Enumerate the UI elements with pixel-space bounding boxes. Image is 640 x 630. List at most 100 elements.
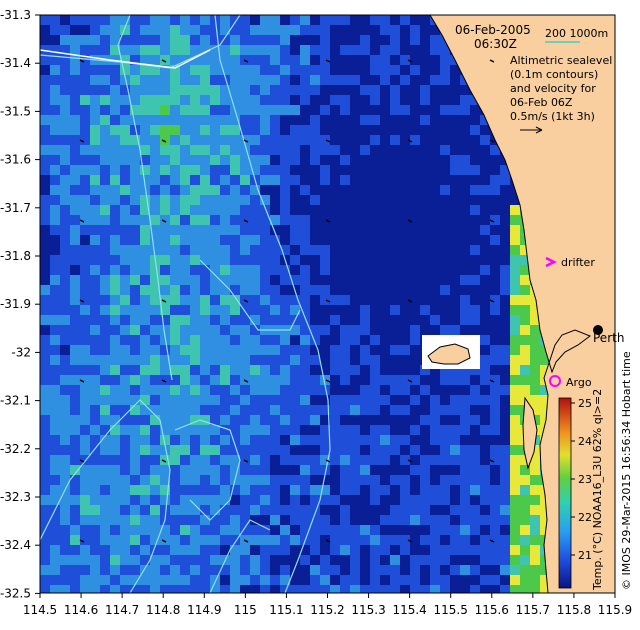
sst-cell [70, 175, 80, 185]
sst-cell [100, 495, 110, 505]
sst-cell [60, 475, 70, 485]
sst-cell [230, 35, 240, 45]
sst-cell [90, 145, 100, 155]
drifter-marker-icon [545, 256, 557, 268]
sst-cell [460, 305, 470, 315]
sst-cell [530, 455, 540, 465]
sst-cell [310, 505, 320, 515]
sst-cell [150, 195, 160, 205]
sst-cell [300, 185, 310, 195]
sst-cell [340, 105, 350, 115]
sst-cell [320, 585, 330, 593]
sst-cell [60, 555, 70, 565]
sst-cell [300, 135, 310, 145]
sst-cell [390, 445, 400, 455]
sst-cell [300, 125, 310, 135]
sst-cell [100, 365, 110, 375]
sst-cell [530, 585, 540, 593]
sst-cell [60, 545, 70, 555]
sst-cell [160, 375, 170, 385]
sst-cell [370, 115, 380, 125]
sst-cell [340, 485, 350, 495]
sst-cell [280, 135, 290, 145]
sst-cell [330, 95, 340, 105]
sst-cell [100, 145, 110, 155]
sst-cell [460, 565, 470, 575]
sst-cell [330, 455, 340, 465]
sst-cell [140, 445, 150, 455]
sst-cell [160, 175, 170, 185]
sst-cell [370, 585, 380, 593]
sst-cell [260, 455, 270, 465]
sst-cell [240, 555, 250, 565]
sst-cell [270, 85, 280, 95]
sst-cell [180, 445, 190, 455]
sst-cell [460, 425, 470, 435]
sst-cell [90, 355, 100, 365]
sst-cell [200, 575, 210, 585]
sst-cell [220, 315, 230, 325]
sst-cell [310, 545, 320, 555]
sst-cell [120, 375, 130, 385]
sst-cell [130, 355, 140, 365]
sst-cell [190, 415, 200, 425]
sst-cell [240, 175, 250, 185]
sst-cell [90, 435, 100, 445]
x-tick-label: 115.9 [598, 603, 632, 617]
velocity-arrow [489, 219, 495, 223]
sst-cell [190, 145, 200, 155]
sst-cell [60, 255, 70, 265]
sst-cell [230, 345, 240, 355]
sst-cell [460, 535, 470, 545]
sst-cell [390, 65, 400, 75]
sst-cell [270, 95, 280, 105]
sst-cell [470, 275, 480, 285]
sst-cell [250, 365, 260, 375]
sst-cell [70, 345, 80, 355]
sst-cell [200, 25, 210, 35]
sst-cell [200, 545, 210, 555]
sst-cell [220, 175, 230, 185]
sst-cell [180, 245, 190, 255]
sst-cell [120, 15, 130, 25]
sst-cell [270, 265, 280, 275]
sst-cell [500, 275, 510, 285]
sst-cell [140, 585, 150, 593]
sst-cell [490, 495, 500, 505]
sst-cell [90, 345, 100, 355]
sst-cell [110, 25, 120, 35]
sst-cell [520, 475, 530, 485]
sst-cell [530, 385, 540, 395]
sst-cell [280, 395, 290, 405]
sst-cell [400, 505, 410, 515]
sst-cell [140, 105, 150, 115]
sst-cell [290, 295, 300, 305]
sst-cell [440, 585, 450, 593]
sst-cell [280, 545, 290, 555]
sst-cell [360, 535, 370, 545]
sst-cell [540, 575, 550, 585]
sst-cell [230, 135, 240, 145]
sst-cell [200, 395, 210, 405]
sst-cell [510, 205, 520, 215]
sst-cell [80, 145, 90, 155]
sst-cell [150, 85, 160, 95]
sst-cell [130, 165, 140, 175]
sst-cell [80, 305, 90, 315]
sst-cell [130, 475, 140, 485]
sst-cell [160, 35, 170, 45]
sst-cell [440, 515, 450, 525]
sst-cell [130, 385, 140, 395]
sst-cell [210, 115, 220, 125]
sst-cell [240, 515, 250, 525]
sst-cell [440, 495, 450, 505]
sst-cell [180, 415, 190, 425]
sst-cell [520, 275, 530, 285]
sst-cell [100, 135, 110, 145]
sst-cell [160, 145, 170, 155]
sst-cell [260, 165, 270, 175]
sst-cell [170, 145, 180, 155]
sst-cell [450, 445, 460, 455]
sst-cell [340, 545, 350, 555]
sst-cell [90, 205, 100, 215]
